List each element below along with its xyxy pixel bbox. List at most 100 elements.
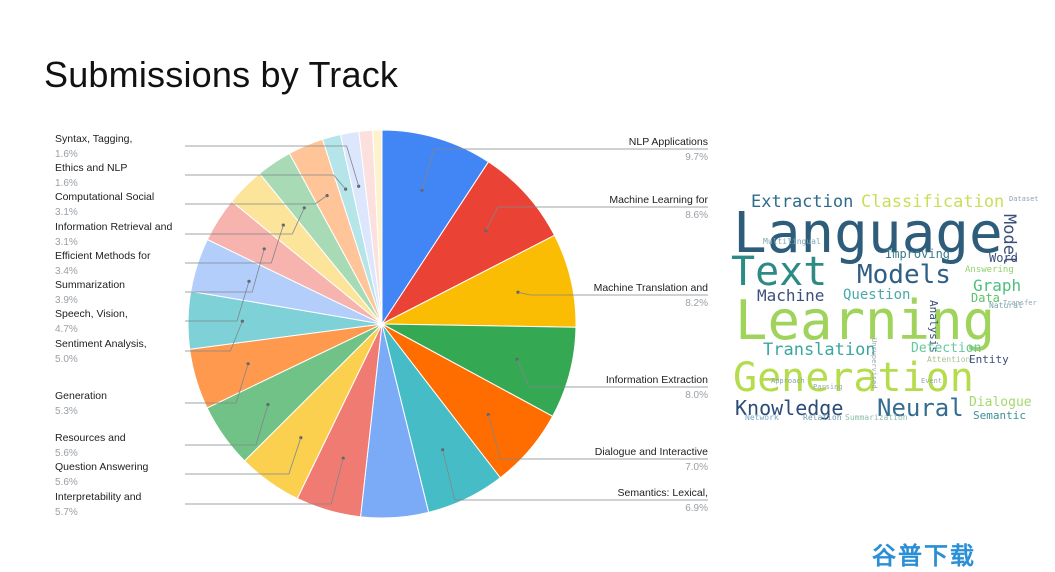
- word-cloud-word: Entity: [969, 353, 1009, 366]
- slice-percent: 4.7%: [55, 324, 78, 335]
- leader-line: [185, 195, 328, 205]
- slice-label: NLP Applications: [629, 136, 708, 148]
- slice-percent: 8.0%: [685, 390, 708, 401]
- slide-title: Submissions by Track: [44, 54, 399, 95]
- word-cloud-word: Summarization: [845, 413, 908, 422]
- slice-percent: 5.7%: [55, 507, 78, 518]
- word-cloud-word: Language: [733, 201, 1003, 266]
- word-cloud-word: Approach: [771, 377, 805, 385]
- word-cloud-word: Models: [857, 260, 951, 290]
- leader-line: [516, 359, 708, 388]
- word-cloud-word: Machine: [757, 286, 825, 305]
- slice-labels: NLP Applications 9.7% Machine Learning for…: [55, 133, 708, 518]
- slice-percent: 8.2%: [685, 298, 708, 309]
- slice-percent: 3.1%: [55, 237, 78, 248]
- slice-label: Information Extraction: [606, 374, 708, 386]
- leader-line: [185, 174, 346, 190]
- slice-label: Ethics and NLP: [55, 162, 127, 174]
- leader-line: [185, 145, 360, 187]
- slice-percent: 3.4%: [55, 266, 78, 277]
- slice-label: Speech, Vision,: [55, 308, 128, 320]
- slice-percent: 5.6%: [55, 477, 78, 488]
- word-cloud: Extraction Classification Language Model Imp…: [727, 188, 1041, 428]
- slice-percent: 7.0%: [685, 462, 708, 473]
- word-cloud-word: Text: [731, 249, 828, 295]
- leader-line: [185, 404, 269, 446]
- word-cloud-word: Unsupervised: [870, 338, 878, 389]
- slice-percent: 1.6%: [55, 178, 78, 189]
- word-cloud-word: Generation: [733, 355, 974, 401]
- slice-percent: 8.6%: [685, 210, 708, 221]
- leader-line: [185, 321, 243, 352]
- leader-line: [185, 363, 249, 404]
- word-cloud-word: Attention: [927, 355, 971, 364]
- word-cloud-word: Multilingual: [763, 237, 821, 246]
- slice-label: Generation: [55, 390, 107, 402]
- leader-dot: [262, 247, 266, 251]
- leader-dot: [302, 206, 306, 210]
- leader-line: [185, 458, 344, 505]
- slice-label: Efficient Methods for: [55, 250, 151, 262]
- pie-slices: [187, 129, 577, 519]
- pie-slice: [381, 234, 577, 328]
- leader-line: [185, 207, 305, 235]
- slice-label: Dialogue and Interactive: [595, 446, 708, 458]
- leader-lines: [185, 145, 708, 505]
- slice-label: Sentiment Analysis,: [55, 338, 147, 350]
- slice-percent: 9.7%: [685, 152, 708, 163]
- leader-line: [421, 148, 708, 191]
- word-cloud-word: Knowledge: [735, 396, 844, 420]
- pie-slice: [381, 323, 577, 417]
- slice-label: Machine Learning for: [609, 194, 708, 206]
- word-cloud-word: Transfer: [1003, 299, 1037, 307]
- slice-label: Question Answering: [55, 461, 149, 473]
- slice-percent: 6.9%: [685, 503, 708, 514]
- word-cloud-word: Network: [745, 413, 779, 422]
- word-cloud-word: Dialogue: [969, 395, 1032, 410]
- word-cloud-word: Detection: [911, 341, 982, 356]
- slice-percent: 5.3%: [55, 406, 78, 417]
- leader-line: [487, 414, 708, 460]
- slice-label: Resources and: [55, 432, 126, 444]
- pie-slice: [372, 129, 383, 325]
- word-cloud-word: Translation: [763, 340, 876, 360]
- word-cloud-word: Neural: [877, 394, 964, 422]
- word-cloud-word: Improving: [885, 247, 951, 261]
- word-cloud-word: Natural: [989, 301, 1023, 310]
- leader-line: [442, 449, 708, 501]
- slice-label: Summarization: [55, 279, 125, 291]
- leader-line: [485, 206, 708, 231]
- word-cloud-word: Answering: [965, 265, 1014, 275]
- slice-label: Interpretability and: [55, 491, 142, 503]
- slice-label: Information Retrieval and: [55, 221, 172, 233]
- word-cloud-word: Data: [971, 291, 1000, 305]
- pie-slice: [381, 129, 490, 326]
- slice-label: Machine Translation and: [594, 282, 709, 294]
- word-cloud-word: Semantic: [973, 409, 1026, 422]
- slice-label: Semantics: Lexical,: [618, 487, 708, 499]
- slice-percent: 1.6%: [55, 149, 78, 160]
- word-cloud-word: Parsing: [813, 383, 843, 391]
- slice-percent: 3.9%: [55, 295, 78, 306]
- slice-percent: 5.0%: [55, 354, 78, 365]
- word-cloud-word: Relation: [803, 413, 842, 422]
- word-cloud-word: Classification: [861, 192, 1005, 212]
- word-cloud-word: Event: [921, 377, 943, 385]
- slice-percent: 5.6%: [55, 448, 78, 459]
- leader-line: [185, 225, 284, 264]
- word-cloud-word: Graph: [973, 276, 1022, 295]
- slice-percent: 3.1%: [55, 207, 78, 218]
- slice-label: Syntax, Tagging,: [55, 133, 132, 145]
- pie-slice: [380, 161, 556, 326]
- watermark-logo: 谷普下载: [872, 542, 976, 570]
- word-cloud-word: Dataset: [1009, 195, 1039, 203]
- word-cloud-word: Extraction: [751, 192, 854, 212]
- slice-label: Computational Social: [55, 191, 154, 203]
- leader-line: [185, 281, 250, 322]
- word-cloud-word: Question: [843, 287, 911, 303]
- leader-line: [185, 437, 302, 475]
- word-cloud-word: Learning: [735, 289, 996, 352]
- leader-line: [517, 291, 708, 296]
- word-cloud-word: Word: [989, 251, 1018, 265]
